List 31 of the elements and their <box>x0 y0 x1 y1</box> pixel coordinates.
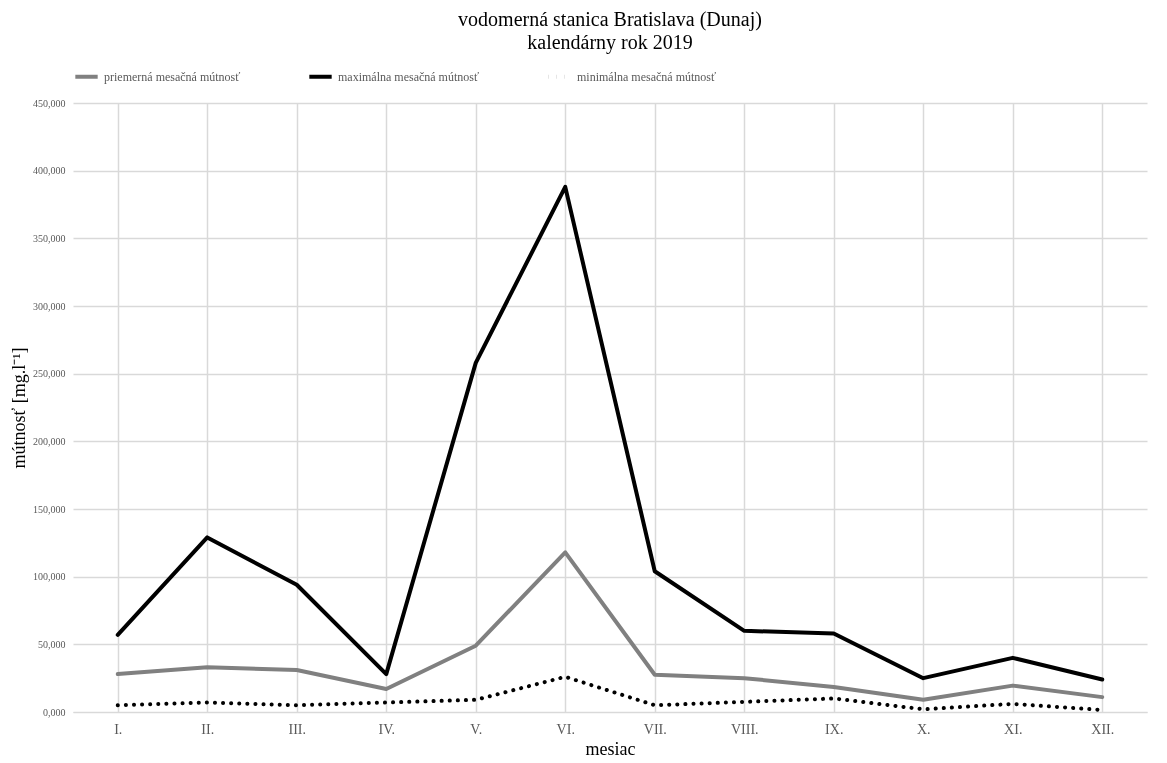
legend-label: priemerná mesačná mútnosť <box>104 69 241 84</box>
y-tick-label: 150,000 <box>33 503 66 515</box>
y-tick-label: 200,000 <box>33 435 66 447</box>
x-axis-title: mesiac <box>585 738 636 759</box>
x-tick-label: XII. <box>1091 721 1115 737</box>
legend-label: minimálna mesačná mútnosť <box>577 69 717 84</box>
y-tick-label: 450,000 <box>33 97 66 109</box>
y-tick-label: 350,000 <box>33 232 66 244</box>
x-tick-label: I. <box>114 721 123 737</box>
y-axis-title: mútnosť [mg.l⁻¹] <box>9 347 29 469</box>
x-tick-label: IV. <box>378 721 395 737</box>
line-series <box>115 550 1105 702</box>
x-tick-label: X. <box>916 721 931 737</box>
y-tick-label: 300,000 <box>33 300 66 312</box>
x-tick-label: IX. <box>825 721 844 737</box>
line-series <box>115 184 1105 682</box>
chart-title: vodomerná stanica Bratislava (Dunaj) <box>458 8 762 31</box>
chart-subtitle: kalendárny rok 2019 <box>527 31 693 54</box>
x-tick-label: III. <box>288 721 306 737</box>
x-tick-label: VIII. <box>730 721 759 737</box>
x-tick-label: VI. <box>556 721 575 737</box>
y-tick-label: 0,000 <box>43 706 66 718</box>
x-tick-label: II. <box>201 721 215 737</box>
x-tick-label: XI. <box>1004 721 1023 737</box>
y-tick-label: 250,000 <box>33 368 66 380</box>
y-tick-label: 100,000 <box>33 571 66 583</box>
legend-label: maximálna mesačná mútnosť <box>338 69 480 84</box>
y-tick-label: 400,000 <box>33 165 66 177</box>
x-tick-label: VII. <box>643 721 667 737</box>
x-tick-label: V. <box>470 721 483 737</box>
y-tick-label: 50,000 <box>38 638 66 650</box>
